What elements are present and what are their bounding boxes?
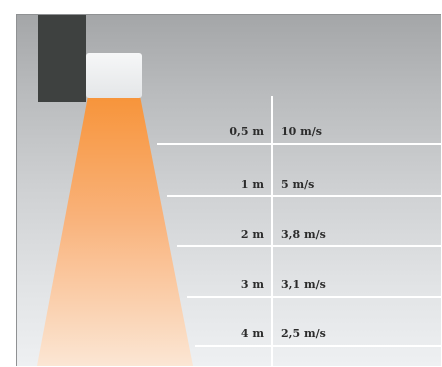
air-curtain-unit xyxy=(86,53,142,98)
distance-label: 3 m xyxy=(240,278,264,291)
diagram-panel: 0,5 m 10 m/s 1 m 5 m/s 2 m 3,8 m/s 3 m 3… xyxy=(16,14,441,366)
table-vertical-divider xyxy=(271,96,273,366)
speed-label: 3,1 m/s xyxy=(281,278,326,291)
distance-label: 2 m xyxy=(240,228,264,241)
distance-label: 4 m xyxy=(240,327,264,340)
wall-block xyxy=(38,15,86,102)
row-divider xyxy=(195,345,441,347)
row-divider xyxy=(157,143,441,145)
speed-label: 3,8 m/s xyxy=(281,228,326,241)
airflow-beam-shape xyxy=(37,96,193,366)
row-divider xyxy=(177,245,441,247)
airflow-beam xyxy=(37,96,193,366)
row-divider xyxy=(187,296,441,298)
speed-label: 5 m/s xyxy=(281,178,315,191)
distance-label: 0,5 m xyxy=(229,125,264,138)
speed-label: 2,5 m/s xyxy=(281,327,326,340)
row-divider xyxy=(167,195,441,197)
distance-label: 1 m xyxy=(240,178,264,191)
speed-label: 10 m/s xyxy=(281,125,322,138)
